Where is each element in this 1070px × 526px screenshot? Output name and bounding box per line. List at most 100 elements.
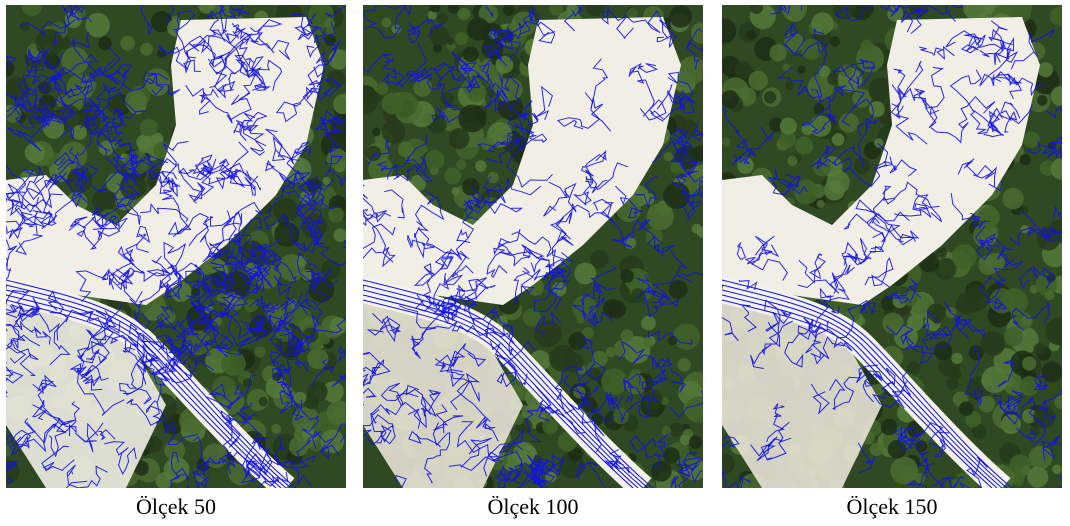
tree-crown [677, 358, 690, 371]
tree-crown [827, 73, 839, 85]
tree-crown [1022, 356, 1036, 370]
tree-crown [780, 118, 797, 135]
caption: Ölçek 150 [722, 494, 1062, 520]
tree-crown [1004, 327, 1023, 346]
tree-crown [437, 13, 448, 24]
tree-crown [689, 436, 702, 449]
tree-crown [764, 91, 776, 103]
tree-crown [463, 46, 479, 62]
tree-crown [1038, 62, 1053, 77]
tree-crown [907, 361, 920, 374]
tree-crown [932, 315, 941, 324]
tree-crown [680, 434, 691, 445]
tree-crown [870, 443, 883, 456]
tree-crown [430, 26, 450, 46]
tree-crown [574, 263, 596, 285]
tree-crown [613, 408, 629, 424]
tree-crown [590, 250, 609, 269]
tree-crown [144, 68, 170, 94]
tree-crown [747, 30, 757, 40]
tree-crown [952, 244, 977, 269]
tree-crown [1030, 426, 1040, 436]
tree-crown [271, 424, 281, 434]
tree-crown [382, 93, 404, 115]
tree-crown [164, 457, 190, 483]
tree-crown [627, 8, 638, 19]
tree-crown [621, 329, 634, 342]
tree-crown [475, 160, 486, 171]
tree-crown [952, 370, 962, 380]
tree-crown [785, 81, 794, 90]
tree-crown [534, 320, 561, 347]
tree-crown [819, 65, 831, 77]
tree-crown [1042, 362, 1062, 383]
tree-crown [86, 13, 110, 37]
tree-crown [433, 44, 442, 53]
tree-crown [258, 397, 267, 406]
tree-crown [631, 288, 645, 302]
tree-crown [458, 8, 470, 20]
tree-crown [951, 353, 962, 364]
tree-crown [455, 32, 468, 45]
tree-crown [641, 316, 656, 331]
panel: Ölçek 150 [722, 5, 1062, 520]
tree-crown [462, 178, 480, 196]
tree-crown [456, 159, 467, 170]
segmentation-image [6, 5, 346, 488]
tree-crown [673, 323, 699, 349]
tree-crown [1029, 446, 1053, 470]
tree-crown [874, 138, 883, 147]
tree-crown [294, 392, 306, 404]
tree-crown [1037, 95, 1047, 105]
tree-crown [444, 168, 461, 185]
tree-crown [372, 127, 381, 136]
tree-crown [304, 395, 319, 410]
tree-crown [787, 156, 797, 166]
tree-crown [1045, 290, 1055, 300]
tree-crown [136, 134, 151, 149]
tree-crown [542, 418, 558, 434]
tree-crown [643, 337, 653, 347]
tree-crown [651, 461, 672, 482]
tree-crown [243, 378, 252, 387]
caption: Ölçek 100 [363, 494, 703, 520]
tree-crown [663, 447, 679, 463]
tree-crown [817, 200, 825, 208]
tree-crown [277, 212, 285, 220]
tree-crown [839, 113, 859, 133]
tree-crown [1002, 188, 1023, 209]
caption: Ölçek 50 [6, 494, 346, 520]
tree-crown [669, 280, 688, 299]
tree-crown [140, 119, 158, 137]
tree-crown [333, 96, 346, 109]
tree-crown [934, 342, 952, 360]
page: Ölçek 50 Ölçek 100 Ölçek 150 (() => { co… [0, 0, 1070, 526]
panel: Ölçek 100 [363, 5, 703, 520]
tree-crown [813, 103, 824, 114]
tree-crown [882, 313, 903, 334]
tree-crown [737, 157, 754, 174]
tree-crown [959, 401, 974, 416]
tree-crown [620, 269, 633, 282]
tree-crown [458, 104, 486, 132]
tree-crown [58, 150, 75, 167]
tree-crown [1020, 154, 1031, 165]
tree-crown [888, 440, 907, 459]
tree-crown [956, 292, 979, 315]
tree-crown [748, 71, 768, 91]
tree-crown [1027, 467, 1048, 488]
tree-crown [381, 18, 391, 28]
panel: Ölçek 50 [6, 5, 346, 520]
segmentation-image [363, 5, 703, 488]
tree-crown [692, 224, 702, 234]
tree-crown [1013, 475, 1024, 486]
tree-crown [783, 63, 791, 71]
tree-crown [1033, 343, 1045, 355]
tree-crown [61, 47, 88, 74]
tree-crown [795, 136, 813, 154]
tree-crown [549, 345, 576, 372]
segmentation-image [722, 5, 1062, 488]
tree-crown [989, 288, 1014, 313]
tree-crown [333, 407, 345, 419]
tree-crown [668, 336, 677, 345]
